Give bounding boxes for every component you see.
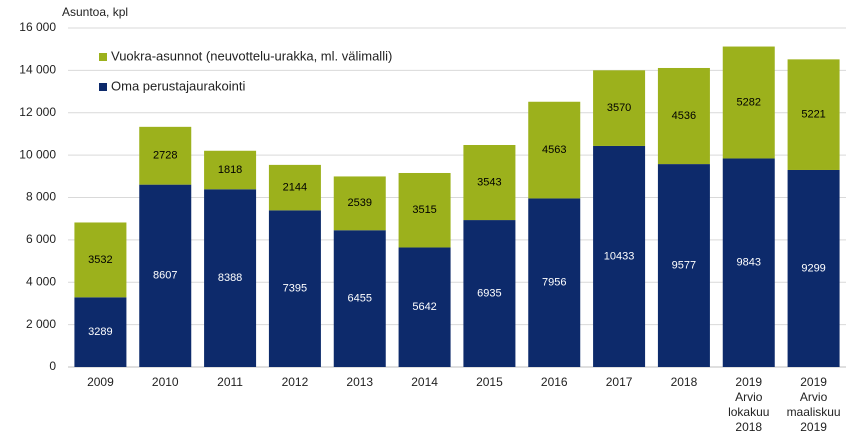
bar-segment — [74, 222, 127, 298]
bar-segment — [139, 126, 192, 185]
bar-segment — [593, 145, 646, 367]
x-tick-label: 2018 — [671, 375, 698, 389]
y-tick-label: 6 000 — [26, 232, 56, 246]
bar-segment — [204, 189, 257, 367]
x-tick-label: 2015 — [476, 375, 503, 389]
bar-segment — [528, 101, 581, 199]
data-label: 5642 — [412, 301, 436, 313]
y-axis-label: Asuntoa, kpl — [62, 5, 128, 19]
bar-segment — [657, 164, 710, 367]
data-label: 2728 — [153, 150, 177, 162]
data-label: 6935 — [477, 287, 501, 299]
legend-label: Oma perustajaurakointi — [111, 78, 246, 93]
data-label: 6455 — [348, 293, 372, 305]
y-tick-label: 10 000 — [19, 147, 56, 161]
x-tick-label: 2011 — [217, 375, 243, 389]
x-tick-label: 2017 — [606, 375, 633, 389]
bar-segment — [657, 67, 710, 165]
bar-segment — [528, 198, 581, 367]
bar-segment — [787, 59, 840, 170]
bar-segment — [463, 144, 516, 221]
y-tick-label: 12 000 — [19, 105, 56, 119]
bar-segment — [722, 46, 775, 159]
x-tick-label: 2013 — [346, 375, 373, 389]
data-label: 3289 — [88, 326, 112, 338]
x-tick-label: 2012 — [282, 375, 309, 389]
data-label: 7956 — [542, 277, 566, 289]
bar-segment — [398, 247, 451, 367]
data-label: 9577 — [672, 259, 696, 271]
bar-segment — [74, 297, 127, 367]
data-label: 4536 — [672, 110, 696, 122]
bar-segment — [398, 172, 451, 248]
data-label: 9299 — [801, 262, 825, 274]
x-tick-label: 2016 — [541, 375, 568, 389]
bar-segment — [139, 184, 192, 367]
bar-segment — [333, 230, 386, 367]
bar-segment — [593, 70, 646, 146]
data-label: 1818 — [218, 164, 242, 176]
x-tick-label: 2014 — [411, 375, 438, 389]
legend-label: Vuokra-asunnot (neuvottelu-urakka, ml. v… — [111, 48, 392, 63]
bar-segment — [333, 176, 386, 231]
bar-segment — [268, 164, 321, 211]
data-label: 8388 — [218, 272, 242, 284]
data-label: 3543 — [477, 176, 501, 188]
bar-segment — [204, 150, 257, 190]
x-tick-label: 2010 — [152, 375, 179, 389]
y-tick-label: 16 000 — [19, 20, 56, 34]
data-label: 8607 — [153, 270, 177, 282]
x-tick-label: 2019 Arvio maaliskuu 2019 — [787, 375, 841, 434]
bar-segment — [463, 220, 516, 367]
data-label: 4563 — [542, 144, 566, 156]
data-label: 3515 — [412, 204, 436, 216]
data-label: 7395 — [283, 283, 307, 295]
y-tick-label: 0 — [49, 359, 56, 373]
y-tick-label: 14 000 — [19, 63, 56, 77]
legend-swatch — [99, 83, 107, 91]
bar-segment — [787, 169, 840, 367]
y-tick-label: 4 000 — [26, 274, 56, 288]
y-tick-label: 8 000 — [26, 190, 56, 204]
bar-segment — [268, 210, 321, 367]
x-tick-label: 2009 — [87, 375, 114, 389]
data-label: 3570 — [607, 102, 631, 114]
data-label: 2144 — [283, 182, 307, 194]
x-tick-label: 2019 Arvio lokakuu 2018 — [728, 375, 769, 434]
legend-swatch — [99, 53, 107, 61]
data-label: 9843 — [737, 257, 761, 269]
y-tick-label: 2 000 — [26, 317, 56, 331]
data-label: 5282 — [737, 96, 761, 108]
data-label: 5221 — [801, 109, 825, 121]
data-label: 3532 — [88, 254, 112, 266]
data-label: 10433 — [604, 250, 635, 262]
data-label: 2539 — [348, 197, 372, 209]
bar-segment — [722, 158, 775, 367]
